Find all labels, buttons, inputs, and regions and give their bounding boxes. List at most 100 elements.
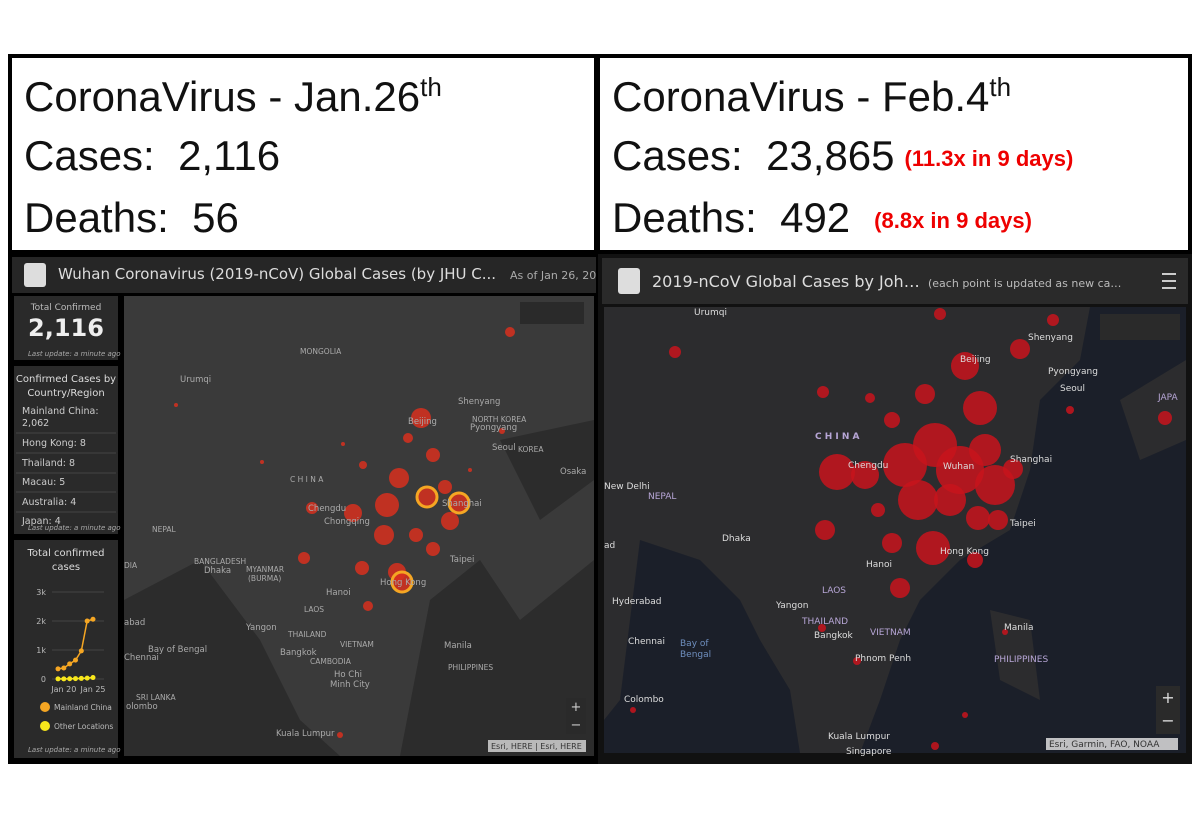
left-header: CoronaVirus - Jan.26th Cases: 2,116 Deat… — [8, 54, 598, 254]
deaths-note: (8.8x in 9 days) — [874, 208, 1032, 233]
series-point — [73, 676, 78, 682]
list-item: Thailand: 8 — [21, 458, 75, 469]
series-point — [67, 676, 73, 682]
case-marker — [1002, 629, 1008, 635]
map-tools[interactable] — [1100, 314, 1180, 340]
map-tools[interactable] — [520, 302, 584, 324]
map-label: Hanoi — [866, 560, 892, 570]
map-label: CAMBODIA — [310, 657, 352, 666]
zoom-out-icon[interactable]: − — [1161, 711, 1174, 730]
list-item: Macau: 5 — [22, 477, 65, 488]
deaths: Deaths: 492 (8.8x in 9 days) — [612, 194, 1032, 242]
x-tick-label: Jan 25 — [79, 685, 105, 694]
legend-swatch — [40, 721, 50, 731]
dashboard-subtitle: (each point is updated as new ca… — [928, 277, 1121, 290]
cases-value: 23,865 — [766, 132, 895, 179]
map-label: Dhaka — [722, 534, 751, 544]
attribution-bg — [488, 740, 586, 752]
map-label: Manila — [444, 641, 472, 651]
map-label: THAILAND — [287, 630, 327, 639]
map-label: Phnom Penh — [855, 654, 911, 664]
deaths-label: Deaths: — [612, 194, 757, 241]
map-label: Chongqing — [324, 517, 370, 527]
map-label: VIETNAM — [340, 640, 374, 649]
menu-icon[interactable] — [1162, 273, 1176, 289]
map-label: MONGOLIA — [300, 347, 342, 356]
mini-chart: 0 1k 2k 3k Jan 20 Jan 25 Mainland China Other L… — [36, 588, 113, 731]
map-label: Chengdu — [848, 461, 888, 471]
case-marker — [499, 428, 505, 434]
deaths-label: Deaths: — [24, 194, 169, 241]
chart-update: Last update: a minute ago — [28, 746, 121, 754]
series-point — [61, 676, 67, 682]
map-label: Shenyang — [1028, 333, 1073, 343]
map-label: Seoul — [1060, 384, 1085, 394]
total-label: Total Confirmed — [30, 303, 102, 313]
map-label: Chennai — [628, 637, 665, 647]
case-marker — [865, 393, 875, 403]
map-label: Minh City — [330, 680, 370, 690]
total-panel — [14, 296, 118, 360]
cases: Cases: 2,116 — [24, 132, 280, 180]
map-label: Ho Chi — [334, 670, 362, 680]
map-label: NEPAL — [152, 525, 177, 534]
title-sup: th — [420, 72, 442, 102]
list-item: Japan: 4 — [21, 516, 61, 527]
map-label: (BURMA) — [248, 574, 281, 583]
cases-label: Cases: — [24, 132, 155, 179]
map-label: ad — [604, 541, 615, 551]
case-list: Mainland China:2,062 Hong Kong: 8 Thailand… — [16, 406, 116, 527]
zoom-out-icon[interactable]: − — [571, 718, 582, 733]
total-value: 2,116 — [28, 314, 104, 342]
map-label: Osaka — [560, 467, 586, 477]
map-label: VIETNAM — [870, 628, 911, 638]
attribution: Esri, Garmin, FAO, NOAA — [1049, 740, 1160, 750]
map-label: abad — [124, 618, 145, 628]
map-label: KOREA — [518, 445, 544, 454]
map-label: Beijing — [960, 355, 991, 365]
series-point — [55, 676, 61, 682]
map-label: Chennai — [124, 653, 159, 663]
cases-note: (11.3x in 9 days) — [904, 146, 1074, 171]
case-marker — [426, 542, 440, 556]
map-label: Kuala Lumpur — [828, 732, 890, 742]
right-topbar — [602, 258, 1188, 304]
list-item: Australia: 4 — [22, 497, 76, 508]
list-update: Last update: a minute ago — [28, 524, 121, 532]
map-label: Shanghai — [442, 499, 482, 509]
zoom-control[interactable] — [566, 698, 586, 734]
map-label: Dhaka — [204, 566, 231, 576]
chart-panel — [14, 540, 118, 758]
title: CoronaVirus - Feb.4th — [612, 72, 1011, 121]
map-label: DIA — [124, 561, 138, 570]
map-label: PHILIPPINES — [448, 663, 493, 672]
legend-label: Mainland China — [54, 703, 112, 712]
zoom-control[interactable] — [1156, 686, 1180, 734]
map-label: Shanghai — [1010, 455, 1052, 465]
case-marker — [951, 352, 979, 380]
case-marker — [898, 480, 938, 520]
map-label: Bay of Bengal — [148, 645, 207, 655]
case-marker — [853, 657, 861, 665]
series-point — [78, 675, 84, 681]
case-marker — [415, 485, 439, 509]
dashboard-title: 2019-nCoV Global Cases by Joh… — [652, 272, 920, 291]
case-marker — [962, 712, 968, 718]
case-marker — [1158, 411, 1172, 425]
zoom-in-icon[interactable]: + — [571, 700, 582, 715]
map-label: LAOS — [822, 586, 846, 596]
case-marker — [306, 502, 318, 514]
map-label: Yangon — [775, 601, 808, 611]
y-tick-label: 3k — [36, 588, 46, 597]
right-map-layer: Urumqi Beijing Shenyang Pyongyang Seoul JAPA C… — [604, 308, 1179, 757]
zoom-in-icon[interactable]: + — [1161, 688, 1174, 707]
logo — [24, 263, 46, 287]
deaths-value: 492 — [780, 194, 851, 241]
series-point — [55, 666, 61, 672]
case-marker — [890, 578, 910, 598]
map-label: NEPAL — [648, 492, 676, 502]
case-marker — [363, 601, 373, 611]
case-marker — [505, 327, 515, 337]
case-marker — [344, 504, 362, 522]
case-marker — [447, 491, 471, 515]
